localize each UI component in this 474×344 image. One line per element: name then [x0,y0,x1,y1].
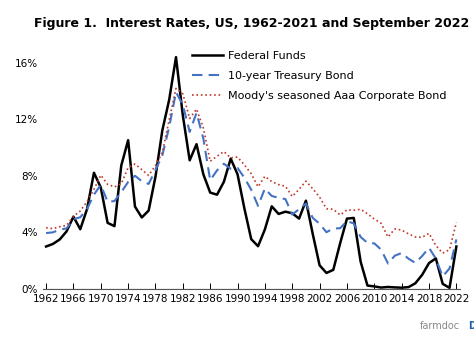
Title: Figure 1.  Interest Rates, US, 1962-2021 and September 2022: Figure 1. Interest Rates, US, 1962-2021 … [34,18,469,30]
Federal Funds [447,286,452,290]
Federal Funds [296,217,302,221]
10-year Treasury Bond [43,231,49,235]
10-year Treasury Bond [454,237,459,241]
Federal Funds [269,204,274,208]
Federal Funds [406,285,411,289]
Moody's seasoned Aaa Corporate Bond [296,187,302,191]
Moody's seasoned Aaa Corporate Bond [194,107,200,111]
10-year Treasury Bond [173,90,179,94]
10-year Treasury Bond [125,180,131,184]
Federal Funds [194,142,200,146]
10-year Treasury Bond [406,257,411,261]
10-year Treasury Bond [194,111,200,115]
Federal Funds [139,215,145,219]
Line: Federal Funds: Federal Funds [46,57,456,288]
Moody's seasoned Aaa Corporate Bond [269,180,274,184]
Moody's seasoned Aaa Corporate Bond [173,86,179,90]
Federal Funds [125,138,131,142]
10-year Treasury Bond [269,194,274,198]
Moody's seasoned Aaa Corporate Bond [43,226,49,230]
Legend: Federal Funds, 10-year Treasury Bond, Moody's seasoned Aaa Corporate Bond: Federal Funds, 10-year Treasury Bond, Mo… [190,49,449,103]
Line: Moody's seasoned Aaa Corporate Bond: Moody's seasoned Aaa Corporate Bond [46,88,456,253]
Line: 10-year Treasury Bond: 10-year Treasury Bond [46,92,456,276]
Moody's seasoned Aaa Corporate Bond [406,232,411,236]
Federal Funds [454,245,459,249]
Text: DAILY: DAILY [468,321,474,331]
Federal Funds [173,55,179,59]
Moody's seasoned Aaa Corporate Bond [454,221,459,225]
10-year Treasury Bond [440,274,446,278]
Text: farmdoc: farmdoc [419,321,460,331]
10-year Treasury Bond [296,207,302,211]
10-year Treasury Bond [139,179,145,183]
Moody's seasoned Aaa Corporate Bond [139,168,145,172]
Moody's seasoned Aaa Corporate Bond [440,251,446,255]
Moody's seasoned Aaa Corporate Bond [125,165,131,170]
Federal Funds [43,245,49,249]
